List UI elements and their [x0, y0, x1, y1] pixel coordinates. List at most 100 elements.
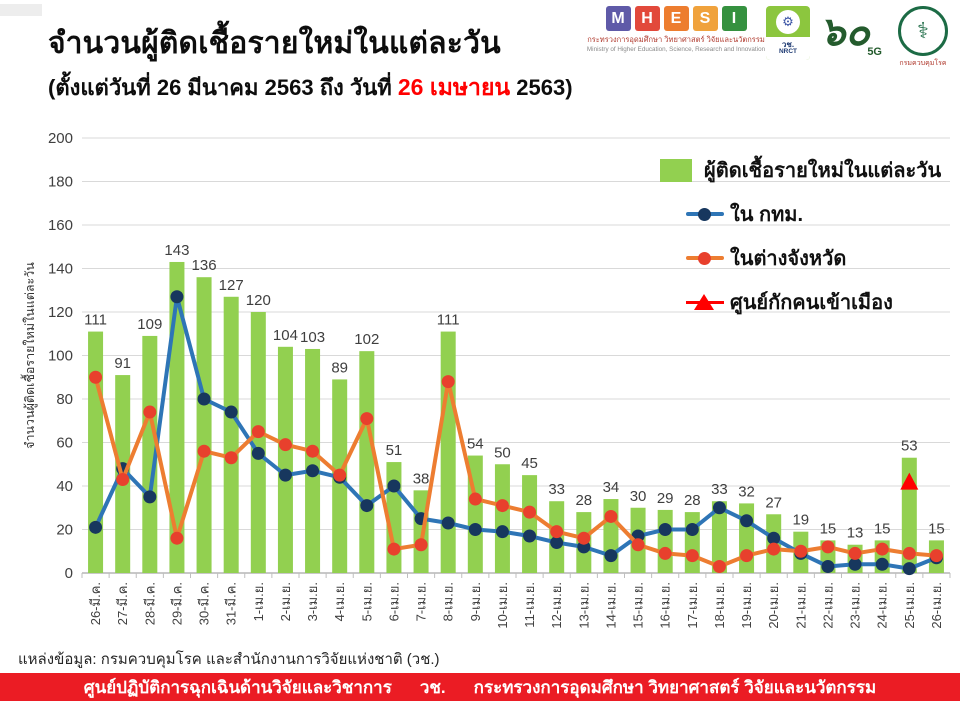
bar-value-label: 27 — [765, 494, 782, 511]
line-marker — [468, 492, 482, 506]
legend-provinces-line-icon — [686, 251, 724, 265]
bar-value-label: 136 — [192, 257, 217, 274]
x-tick-label: 6-เม.ย. — [386, 582, 401, 621]
line-marker — [902, 562, 916, 576]
sixty-years-5g-logo: ๖๐ 5G — [820, 6, 882, 62]
detention-triangle-marker — [900, 472, 919, 490]
line-marker — [848, 557, 862, 571]
line-marker — [333, 468, 347, 482]
y-tick-label: 140 — [48, 261, 73, 278]
line-marker — [821, 559, 835, 573]
line-marker — [929, 549, 943, 563]
bar-value-label: 91 — [114, 355, 131, 372]
mhesi-letter: M — [605, 6, 631, 31]
nrct-name-band: วช. NRCT — [766, 37, 810, 60]
line-marker — [387, 479, 401, 493]
x-tick-label: 11-เม.ย. — [522, 582, 537, 628]
line-marker — [414, 538, 428, 552]
line-marker — [794, 544, 808, 558]
bar — [440, 331, 456, 573]
line-marker — [387, 542, 401, 556]
line-marker — [170, 531, 184, 545]
x-tick-label: 10-เม.ย. — [495, 582, 510, 629]
x-tick-label: 9-เม.ย. — [468, 582, 483, 621]
x-tick-label: 27-มี.ค. — [115, 582, 130, 625]
logo-strip: M H E S I กระทรวงการอุดมศึกษา วิทยาศาสตร… — [587, 6, 954, 69]
bar-value-label: 38 — [413, 470, 430, 487]
line-marker — [685, 549, 699, 563]
x-tick-label: 31-มี.ค. — [224, 582, 239, 625]
x-tick-label: 4-เม.ย. — [332, 582, 347, 621]
y-tick-label: 180 — [48, 174, 73, 191]
x-tick-label: 26-มี.ค. — [88, 582, 103, 625]
bar — [250, 312, 266, 573]
line-marker — [902, 546, 916, 560]
x-tick-label: 14-เม.ย. — [603, 582, 618, 629]
line-marker — [251, 446, 265, 460]
bar-value-label: 50 — [494, 444, 511, 461]
bar — [522, 475, 538, 573]
nrct-english-abbr: NRCT — [778, 48, 798, 56]
bar-value-label: 15 — [928, 520, 945, 537]
line-marker — [224, 405, 238, 419]
legend-bangkok-dot-icon — [698, 207, 711, 221]
legend-item-provinces: ในต่างจังหวัด — [686, 236, 941, 280]
page-subtitle: (ตั้งแต่วันที่ 26 มีนาคม 2563 ถึง วันที่… — [48, 70, 573, 106]
line-marker — [604, 509, 618, 523]
x-tick-label: 23-เม.ย. — [848, 582, 863, 629]
x-axis-labels: 26-มี.ค. 27-มี.ค. 28-มี.ค. 29-มี.ค. 30-มี.ค.… — [88, 582, 944, 629]
subtitle-suffix: 2563) — [510, 75, 573, 100]
mhesi-english-name: Ministry of Higher Education, Science, R… — [586, 46, 766, 53]
bar-value-label: 28 — [684, 492, 701, 509]
banner-part-nrct: วช. — [419, 677, 446, 697]
line-marker — [306, 464, 320, 478]
line-marker — [278, 468, 292, 482]
x-tick-label: 1-เม.ย. — [251, 582, 266, 621]
bar — [494, 464, 510, 573]
bar-value-label: 111 — [437, 312, 460, 329]
legend-item-daily-cases: ผู้ติดเชื้อรายใหม่ในแต่ละวัน — [660, 148, 941, 192]
x-tick-label: 20-เม.ย. — [766, 582, 781, 629]
y-axis-title: จำนวนผู้ติดเชื้อรายใหม่ในแต่ละวัน — [20, 262, 38, 449]
y-tick-label: 160 — [48, 217, 73, 234]
x-tick-label: 15-เม.ย. — [631, 582, 646, 629]
bar-value-label: 143 — [164, 242, 189, 259]
y-tick-label: 100 — [48, 348, 73, 365]
bar-value-label: 32 — [738, 483, 755, 500]
line-marker — [550, 525, 564, 539]
x-tick-label: 28-มี.ค. — [142, 582, 157, 625]
legend-label-detention-center: ศูนย์กักคนเข้าเมือง — [730, 292, 893, 314]
subtitle-prefix: (ตั้งแต่วันที่ 26 มีนาคม 2563 ถึง วันที่ — [48, 75, 398, 100]
bar — [657, 509, 673, 573]
banner-part-ministry: กระทรวงการอุดมศึกษา วิทยาศาสตร์ วิจัยและ… — [473, 677, 877, 697]
line-marker — [116, 472, 130, 486]
disease-control-name: กรมควบคุมโรค — [899, 60, 947, 67]
bar-value-label: 19 — [792, 512, 809, 529]
bar — [277, 346, 293, 573]
y-tick-label: 40 — [56, 478, 73, 495]
line-marker — [306, 444, 320, 458]
bar-value-label: 109 — [137, 316, 162, 333]
line-marker — [360, 499, 374, 513]
bar-value-label: 54 — [467, 436, 484, 453]
mhesi-letter: E — [663, 6, 689, 31]
bar — [359, 351, 375, 573]
screen-artifact — [0, 4, 42, 16]
banner-part-operations-center: ศูนย์ปฏิบัติการฉุกเฉินด้านวิจัยและวิชากา… — [83, 677, 392, 697]
legend-provinces-dot-icon — [698, 251, 711, 265]
line-marker — [604, 549, 618, 563]
chart-legend: ผู้ติดเชื้อรายใหม่ในแต่ละวัน ใน กทม. ในต… — [660, 148, 941, 324]
bar-value-label: 29 — [657, 490, 674, 507]
line-marker — [712, 501, 726, 515]
line-marker — [523, 505, 537, 519]
bar — [684, 512, 700, 573]
line-marker — [821, 540, 835, 554]
x-tick-label: 5-เม.ย. — [359, 582, 374, 621]
legend-label-daily-cases: ผู้ติดเชื้อรายใหม่ในแต่ละวัน — [704, 160, 942, 182]
line-marker — [658, 523, 672, 536]
x-tick-label: 24-เม.ย. — [875, 582, 890, 629]
bar-value-label: 28 — [575, 492, 592, 509]
bar — [88, 331, 104, 573]
